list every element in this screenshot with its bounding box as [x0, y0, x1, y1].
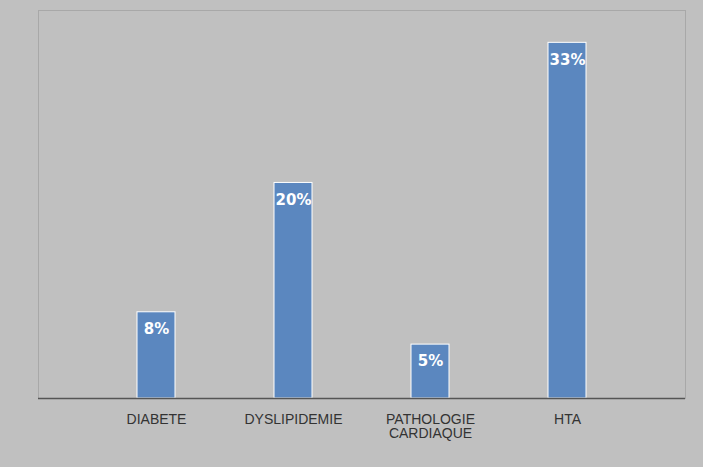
svg-text:PATHOLOGIECARDIAQUE: PATHOLOGIECARDIAQUE [386, 411, 475, 441]
svg-text:DYSLIPIDEMIE: DYSLIPIDEMIE [244, 411, 342, 427]
svg-text:33%: 33% [550, 51, 586, 69]
svg-text:5%: 5% [418, 352, 443, 370]
svg-text:8%: 8% [144, 320, 169, 338]
svg-text:20%: 20% [276, 191, 312, 209]
svg-text:DIABETE: DIABETE [127, 411, 187, 427]
svg-text:HTA: HTA [554, 411, 582, 427]
